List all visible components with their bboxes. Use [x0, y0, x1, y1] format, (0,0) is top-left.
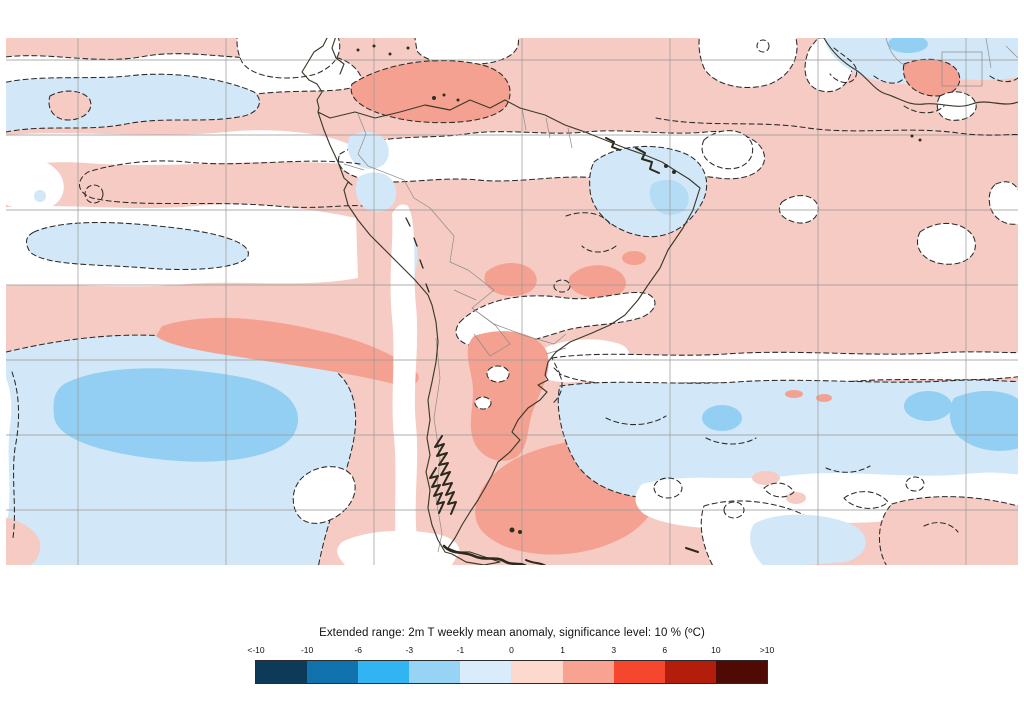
peru-andes-marks [405, 217, 430, 293]
island [406, 46, 410, 50]
white-patch-pacific [292, 466, 356, 524]
white-patch [701, 130, 754, 170]
cool-core-se-pacific [53, 368, 299, 462]
tierra-del-fuego [442, 544, 527, 565]
central-america-coastline [331, 38, 345, 75]
island [918, 138, 922, 142]
colorbar-segment [613, 661, 665, 683]
island [356, 48, 360, 52]
falkland-islands [509, 527, 515, 533]
warm-corner-sw [6, 517, 41, 565]
colorbar-segment [256, 661, 308, 683]
tick-label: -6 [354, 645, 362, 655]
significance-contours [11, 39, 1018, 539]
amazon-mouth-marks [605, 137, 621, 151]
tick-label: 3 [611, 645, 617, 655]
island [372, 44, 376, 48]
map-gridlines [6, 38, 1018, 565]
cool-core-africa [888, 38, 928, 53]
tick-label: 1 [560, 645, 565, 655]
cool-band-south-atlantic [557, 379, 1018, 504]
white-patch [778, 195, 819, 224]
tick-label: 10 [711, 645, 721, 655]
island [432, 96, 436, 100]
terrain-marks [405, 137, 699, 565]
white-hole [474, 396, 492, 410]
colorbar-segment [358, 661, 410, 683]
legend-title: Extended range: 2m T weekly mean anomaly… [319, 627, 705, 639]
cool-core-atlantic [949, 390, 1018, 451]
white-band [6, 130, 357, 165]
cool-core-atlantic [904, 391, 952, 421]
colorbar-ticks: <-10 -10 -6 -3 -1 0 1 3 6 10 >10 [247, 645, 774, 657]
weather-map-figure [6, 38, 1018, 565]
colorbar-segment [409, 661, 461, 683]
white-strip-andes [390, 204, 420, 565]
warm-patch-africa [902, 58, 961, 97]
africa-coastline [823, 38, 1018, 107]
map-fill-regions [6, 38, 1018, 565]
warm-speck [785, 390, 803, 398]
south-america-coastline [317, 99, 701, 565]
white-patch [414, 38, 519, 66]
tick-label: <-10 [247, 645, 265, 655]
tick-label: -3 [405, 645, 414, 655]
cool-patch-south [750, 514, 866, 565]
warm-patch-brazil [568, 265, 626, 298]
white-patch-tip [337, 530, 460, 565]
warm-inclusion [48, 90, 92, 121]
patagonia-andes-marks [434, 435, 457, 515]
tick-label: -1 [456, 645, 465, 655]
white-strip-left [6, 378, 14, 565]
falkland-islands [518, 530, 522, 534]
white-patch [917, 222, 976, 265]
colorbar-segment [307, 661, 359, 683]
colorbar [255, 660, 768, 684]
tick-label: >10 [759, 645, 775, 655]
colorbar-segment [715, 661, 767, 683]
white-pocket [6, 155, 64, 211]
white-hole [486, 365, 510, 383]
tick-label: 6 [662, 645, 668, 655]
central-america-coastline [301, 38, 328, 113]
island [910, 134, 914, 138]
warm-anomaly-venezuela [350, 60, 511, 124]
island [456, 98, 460, 102]
cool-core-ne-brazil [649, 179, 689, 215]
warm-band-offshore-chile [156, 317, 419, 386]
cool-anomaly-blob-west [25, 222, 249, 271]
island [388, 52, 392, 56]
amazon-mouth-marks [635, 147, 660, 174]
white-patch [698, 38, 798, 88]
warm-speck [786, 492, 806, 504]
colorbar-segment [511, 661, 563, 683]
colorbar-segment [562, 661, 614, 683]
cool-dot [34, 190, 46, 202]
island [442, 93, 446, 97]
colorbar-segment [460, 661, 512, 683]
warm-patch-brazil [484, 263, 537, 296]
coastlines [301, 38, 1018, 565]
cool-patch-andes [355, 172, 397, 212]
cool-patch-andes [347, 131, 389, 169]
tierra-del-fuego-tail [525, 559, 547, 565]
colorbar-segment [664, 661, 716, 683]
warm-speck [816, 394, 832, 402]
white-patch [988, 181, 1018, 225]
south-georgia [685, 547, 699, 553]
white-patch [236, 38, 341, 79]
tick-label: 0 [509, 645, 514, 655]
warm-anomaly-argentina [467, 331, 549, 461]
warm-patch-brazil [622, 251, 646, 265]
tick-label: -10 [300, 645, 314, 655]
country-borders [343, 38, 1018, 553]
anomaly-map-svg [6, 38, 1018, 565]
warm-corner-se [878, 496, 1018, 565]
cool-core-atlantic [702, 405, 742, 431]
patagonia-andes-marks [429, 467, 445, 514]
warm-speck [752, 471, 780, 485]
